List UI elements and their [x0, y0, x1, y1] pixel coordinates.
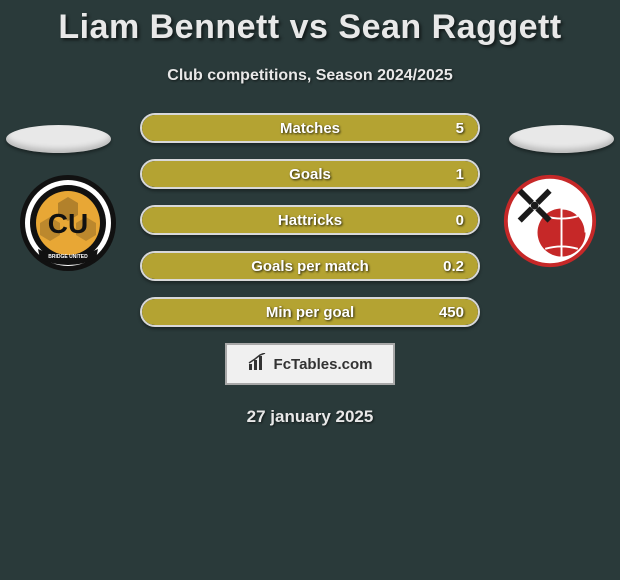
right-team-badge — [502, 173, 602, 273]
right-ellipse — [509, 125, 614, 153]
bar-label: Hattricks — [278, 212, 342, 229]
svg-text:BRIDGE UNITED: BRIDGE UNITED — [48, 254, 88, 260]
fctables-watermark: FcTables.com — [225, 343, 395, 385]
content-area: CU BRIDGE UNITED — [0, 113, 620, 427]
bar-value: 5 — [456, 120, 464, 137]
bar-label: Min per goal — [266, 304, 354, 321]
date-text: 27 january 2025 — [0, 407, 620, 427]
stat-bar: Goals 1 — [140, 159, 480, 189]
fctables-text: FcTables.com — [274, 356, 373, 373]
stat-bar: Hattricks 0 — [140, 205, 480, 235]
bar-value: 1 — [456, 166, 464, 183]
bar-value: 0.2 — [443, 258, 464, 275]
stat-bar: Matches 5 — [140, 113, 480, 143]
bar-label: Goals — [289, 166, 331, 183]
page-title: Liam Bennett vs Sean Raggett — [0, 0, 620, 47]
bar-value: 0 — [456, 212, 464, 229]
bar-label: Goals per match — [251, 258, 369, 275]
stat-bars: Matches 5 Goals 1 Hattricks 0 Goals per … — [140, 113, 480, 327]
rotherham-icon — [502, 173, 598, 269]
svg-text:CU: CU — [48, 208, 88, 239]
stat-bar: Goals per match 0.2 — [140, 251, 480, 281]
bar-value: 450 — [439, 304, 464, 321]
subtitle: Club competitions, Season 2024/2025 — [0, 67, 620, 85]
left-ellipse — [6, 125, 111, 153]
stat-bar: Min per goal 450 — [140, 297, 480, 327]
cambridge-united-icon: CU BRIDGE UNITED — [18, 173, 118, 273]
bar-label: Matches — [280, 120, 340, 137]
bar-chart-icon — [248, 353, 270, 376]
left-team-badge: CU BRIDGE UNITED — [18, 173, 118, 273]
